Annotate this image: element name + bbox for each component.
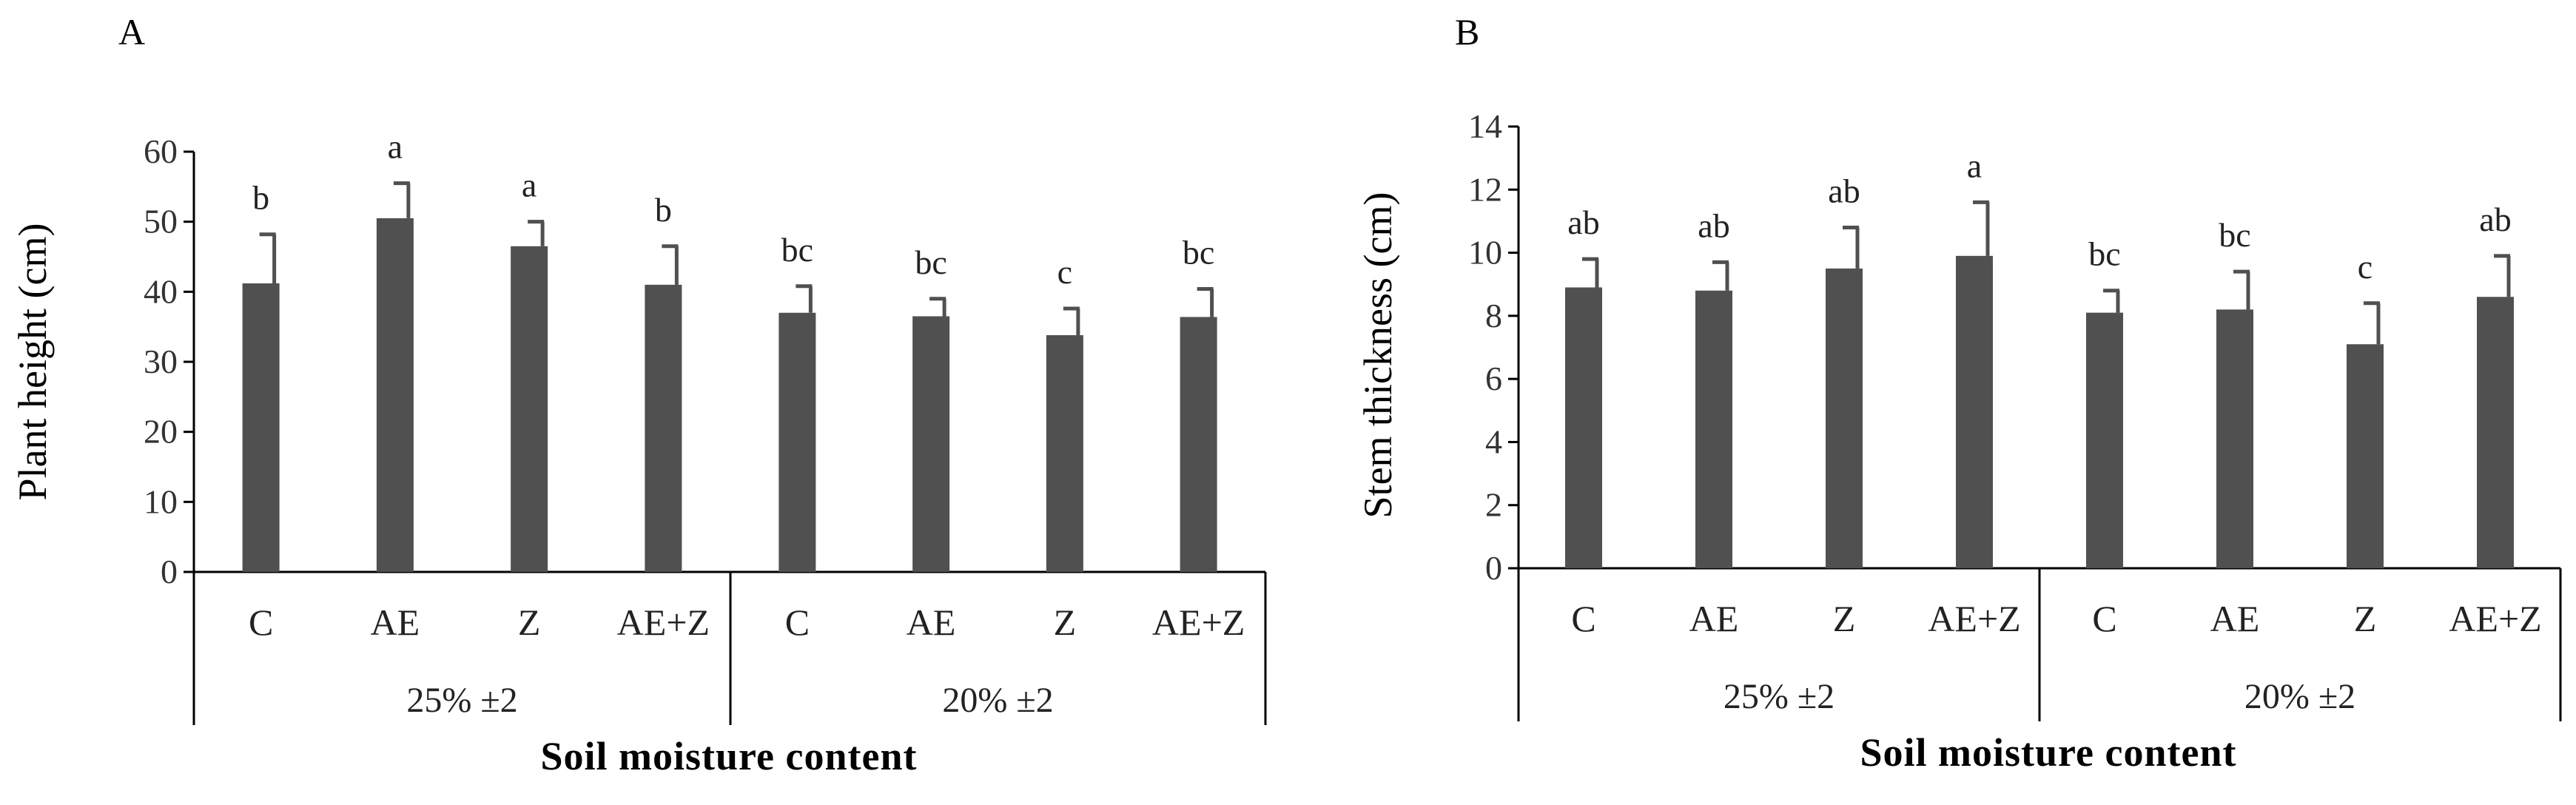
significance-label: b (252, 179, 269, 217)
y-tick-label: 50 (144, 203, 178, 240)
category-label: Z (1833, 598, 1856, 639)
significance-label: c (1057, 253, 1072, 291)
bar (2347, 344, 2384, 568)
group-label: 25% ±2 (406, 681, 517, 720)
significance-label: bc (915, 243, 946, 281)
bar (778, 312, 816, 572)
y-tick-label: 10 (144, 482, 178, 520)
significance-label: bc (1183, 234, 1214, 272)
category-label: AE (907, 602, 956, 643)
category-label: Z (518, 602, 541, 643)
bar (645, 284, 682, 572)
category-label: AE+Z (617, 602, 710, 643)
category-label: C (1571, 598, 1595, 639)
category-label: C (2092, 598, 2116, 639)
category-label: AE+Z (2449, 598, 2541, 639)
significance-label: ab (1698, 206, 1729, 244)
bar (2477, 297, 2514, 568)
category-label: AE (1689, 598, 1739, 639)
significance-label: b (655, 191, 672, 229)
group-label: 20% ±2 (942, 681, 1053, 720)
bar (511, 246, 548, 572)
bar (2216, 309, 2253, 568)
y-tick-label: 14 (1468, 107, 1502, 145)
category-label: C (249, 602, 273, 643)
y-tick-label: 10 (1468, 234, 1502, 272)
bar (242, 283, 280, 572)
y-tick-label: 30 (144, 343, 178, 380)
bar (2086, 312, 2123, 568)
significance-label: bc (2088, 235, 2120, 273)
y-axis-title: Plant height (cm) (10, 223, 55, 501)
y-axis-title: Stem thickness (cm) (1356, 192, 1400, 519)
category-label: AE+Z (1152, 602, 1245, 643)
category-label: Z (2354, 598, 2377, 639)
y-tick-label: 40 (144, 272, 178, 310)
bar (1565, 287, 1602, 568)
y-tick-label: 0 (1485, 549, 1502, 587)
panel-label: B (1455, 11, 1479, 53)
significance-label: ab (1828, 172, 1860, 209)
significance-label: c (2358, 248, 2372, 286)
x-axis-title: Soil moisture content (1860, 730, 2237, 775)
group-label: 25% ±2 (1724, 677, 1835, 716)
significance-label: a (388, 128, 403, 166)
bar (1826, 268, 1863, 568)
bar (1695, 290, 1732, 568)
group-label: 20% ±2 (2244, 677, 2355, 716)
bar (376, 218, 414, 572)
bar (1046, 335, 1083, 572)
category-label: AE (371, 602, 420, 643)
y-tick-label: 4 (1485, 422, 1502, 460)
y-tick-label: 8 (1485, 297, 1502, 334)
significance-label: ab (1567, 203, 1599, 241)
category-label: C (785, 602, 810, 643)
category-label: Z (1054, 602, 1077, 643)
panel-label: A (118, 11, 145, 53)
y-tick-label: 12 (1468, 170, 1502, 208)
chart-panel-a: A 0 10 20 30 40 50 60 Plant height (cm) b Ca AE a Zb A… (10, 11, 1267, 778)
category-label: AE+Z (1928, 598, 2020, 639)
y-tick-label: 6 (1485, 360, 1502, 397)
x-axis-title: Soil moisture content (541, 734, 918, 778)
significance-label: bc (2219, 216, 2250, 254)
bar (1180, 317, 1217, 572)
y-tick-label: 2 (1485, 486, 1502, 524)
significance-label: a (1967, 146, 1982, 184)
bar (912, 316, 950, 572)
significance-label: bc (781, 231, 813, 269)
y-tick-label: 20 (144, 413, 178, 451)
y-tick-label: 60 (144, 132, 178, 170)
significance-label: ab (2479, 201, 2511, 238)
y-tick-label: 0 (161, 553, 178, 590)
category-label: AE (2210, 598, 2260, 639)
bar (1956, 255, 1993, 568)
significance-label: a (522, 166, 537, 204)
